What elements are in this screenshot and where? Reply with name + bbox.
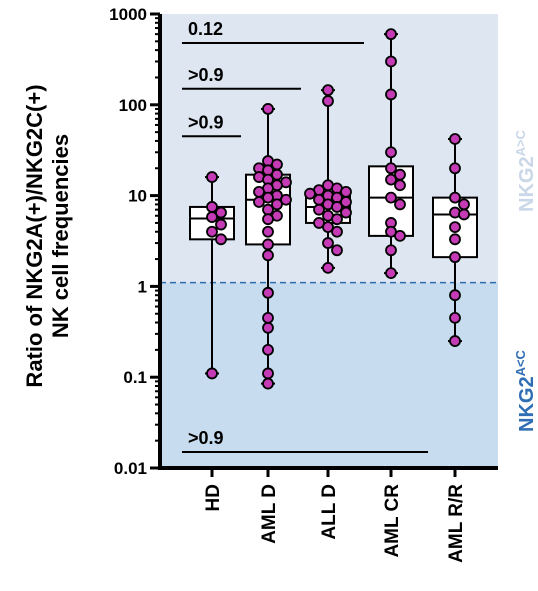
x-tick-label: AML R/R: [446, 484, 467, 563]
data-point-aml-d: [262, 103, 274, 115]
significance-label-3: >0.9: [188, 112, 224, 132]
data-point-aml-cr: [385, 267, 397, 280]
data-point-all-d: [322, 221, 334, 233]
data-point-aml-d: [262, 203, 274, 216]
data-point-all-d: [322, 261, 334, 274]
data-point-aml-r-r: [449, 191, 461, 204]
x-tick-label: ALL D: [319, 484, 340, 540]
data-point-aml-cr: [385, 55, 397, 68]
data-point-aml-r-r: [449, 133, 461, 145]
data-point-aml-d: [262, 343, 274, 356]
significance-label-2: >0.9: [188, 65, 224, 85]
data-point-all-d: [340, 206, 352, 219]
data-point-aml-r-r: [449, 221, 461, 233]
data-point-aml-cr: [385, 173, 397, 186]
significance-label-1: 0.12: [188, 19, 223, 39]
y-axis-title-line-1: Ratio of NKG2A(+)/NKG2C(+): [22, 84, 47, 387]
annotations-layer: 0.12 >0.9 >0.9 >0.9: [182, 19, 428, 454]
x-tick-label: HD: [203, 484, 224, 511]
data-point-all-d: [322, 95, 334, 107]
data-point-aml-d: [262, 238, 274, 251]
y-tick-label: 100: [119, 96, 147, 115]
data-point-aml-d: [262, 191, 274, 204]
data-point-hd: [206, 225, 218, 238]
data-point-aml-cr: [385, 162, 397, 175]
data-point-aml-r-r: [449, 311, 461, 324]
data-point-aml-d: [262, 377, 274, 390]
y-tick-label: 1: [138, 277, 147, 296]
data-point-aml-cr: [394, 229, 406, 242]
data-point-aml-cr: [394, 198, 406, 211]
data-point-aml-cr: [385, 88, 397, 101]
zone-label-upper: NKG2A>C: [513, 129, 538, 212]
data-point-all-d: [340, 185, 352, 198]
data-point-all-d: [331, 213, 343, 226]
data-point-all-d: [331, 225, 343, 238]
data-point-all-d: [331, 244, 343, 257]
data-point-hd: [206, 171, 218, 183]
data-point-aml-cr: [385, 191, 397, 204]
data-point-hd: [215, 218, 227, 231]
data-point-aml-d: [262, 367, 274, 380]
y-tick-label: 0.01: [114, 459, 147, 478]
data-point-aml-d: [262, 213, 274, 226]
data-point-aml-d: [262, 321, 274, 334]
data-point-aml-cr: [385, 28, 397, 41]
data-point-aml-r-r: [449, 162, 461, 175]
data-point-aml-d: [262, 311, 274, 324]
points-layer: [206, 28, 470, 390]
data-point-all-d: [304, 187, 316, 200]
data-point-aml-r-r: [449, 251, 461, 264]
data-point-all-d: [322, 84, 334, 97]
x-tick-label: AML CR: [382, 484, 403, 558]
data-point-hd: [206, 211, 218, 223]
data-point-aml-r-r: [458, 198, 470, 211]
data-point-aml-d: [262, 249, 274, 262]
data-point-all-d: [313, 203, 325, 216]
x-tick-label: AML D: [259, 484, 280, 544]
data-point-aml-cr: [385, 244, 397, 257]
data-point-hd: [215, 206, 227, 219]
y-axis-title: Ratio of NKG2A(+)/NKG2C(+) NK cell frequ…: [22, 84, 73, 387]
data-point-aml-r-r: [458, 208, 470, 221]
data-point-aml-d: [253, 185, 265, 198]
data-point-all-d: [331, 201, 343, 213]
data-point-aml-d: [271, 198, 283, 211]
data-point-all-d: [322, 237, 334, 249]
data-point-aml-r-r: [449, 289, 461, 302]
data-point-aml-d: [253, 196, 265, 208]
data-point-aml-r-r: [449, 335, 461, 347]
y-axis-title-line-2: NK cell frequencies: [48, 134, 73, 338]
zone-label-lower: NKG2A<C: [513, 349, 538, 432]
data-point-hd: [206, 367, 218, 380]
data-point-aml-d: [262, 286, 274, 299]
data-point-aml-d: [271, 158, 283, 171]
data-point-aml-cr: [394, 179, 406, 192]
data-point-aml-d: [262, 225, 274, 238]
data-point-aml-cr: [385, 146, 397, 159]
data-point-aml-r-r: [449, 233, 461, 246]
significance-label-4: >0.9: [188, 428, 224, 448]
axes-layer: 0.01 0.1 1 10 100 1000 HD AML D ALL D AML CR AML R…: [109, 5, 498, 563]
data-point-hd: [206, 201, 218, 213]
data-point-hd: [215, 233, 227, 246]
data-point-aml-d: [280, 193, 292, 206]
y-tick-label: 1000: [109, 5, 147, 24]
y-tick-label: 0.1: [123, 368, 147, 387]
y-tick-label: 10: [128, 187, 147, 206]
